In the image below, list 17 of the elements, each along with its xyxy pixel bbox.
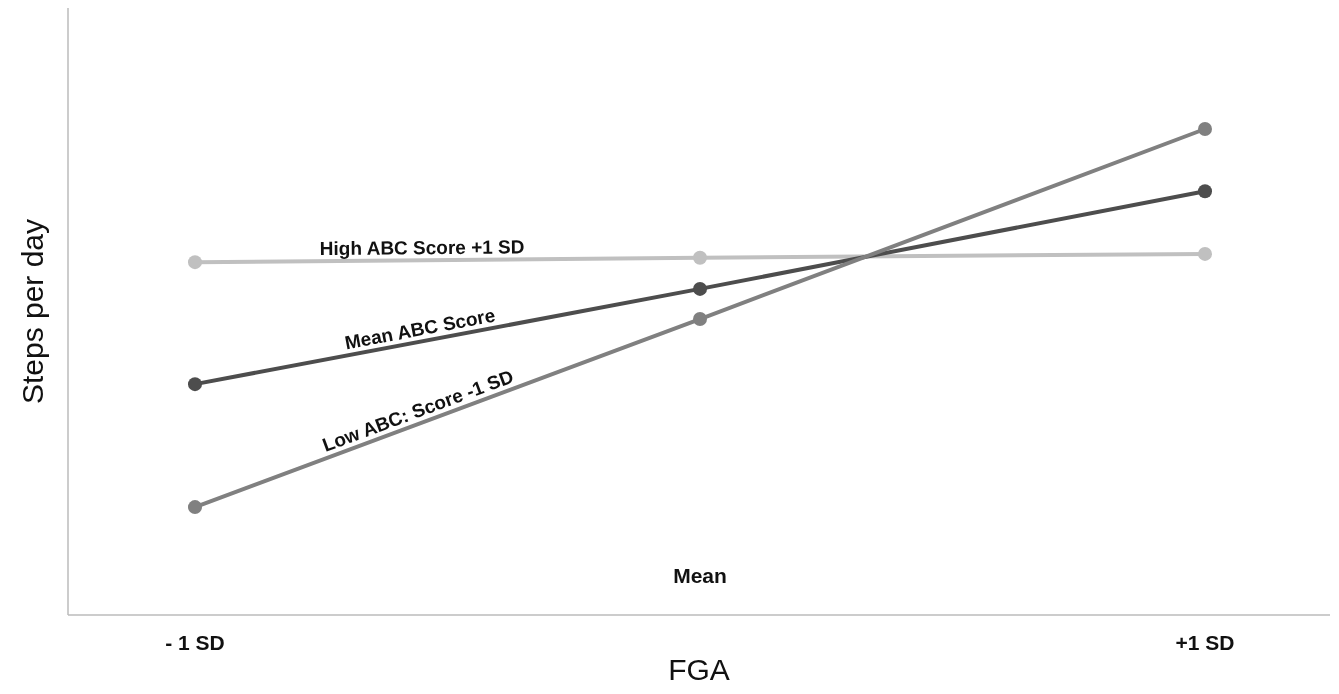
point (693, 250, 707, 265)
text: Low ABC: Score -1 SD (319, 365, 517, 456)
point (1198, 122, 1212, 136)
x-tick-label: Mean (673, 564, 727, 587)
point (188, 377, 202, 392)
point (1198, 184, 1212, 199)
x-tick-label: +1 SD (1175, 631, 1235, 654)
point (1198, 246, 1212, 261)
point (693, 281, 707, 296)
point (188, 255, 202, 270)
y-axis-title: Steps per day (16, 218, 49, 405)
x-axis-title: FGA (668, 653, 730, 686)
text: Mean ABC Score (343, 304, 497, 354)
point (693, 312, 707, 327)
x-tick-label: - 1 SD (165, 631, 225, 654)
point (188, 500, 202, 515)
series-label: High ABC Score +1 SD (319, 236, 525, 260)
